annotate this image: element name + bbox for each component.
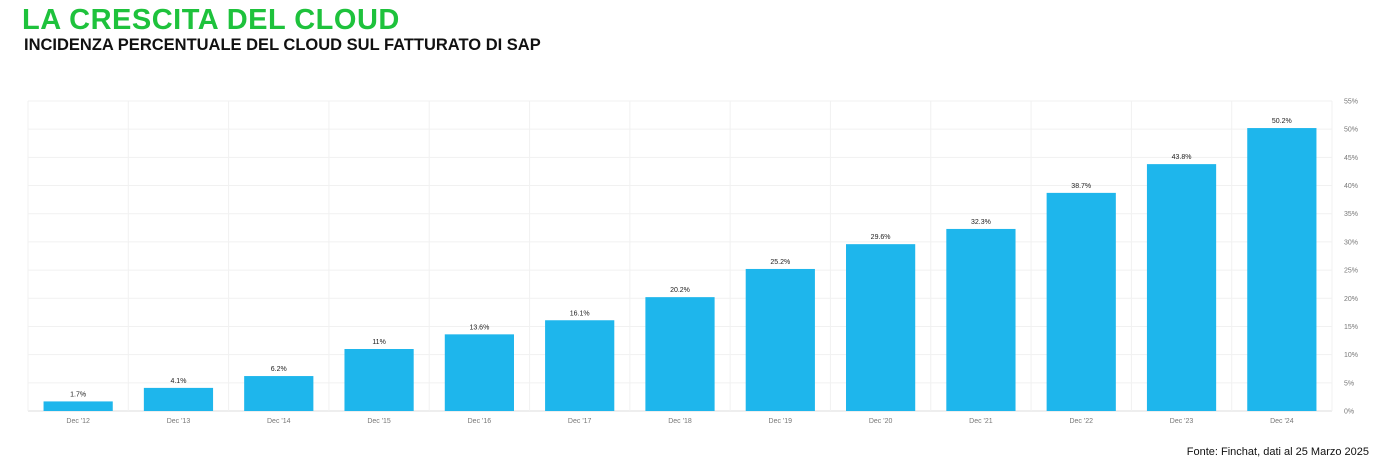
data-label: 20.2% [670,287,690,294]
x-tick-label: Dec '19 [769,418,793,425]
x-tick-label: Dec '16 [468,418,492,425]
bar [344,349,414,411]
data-label: 1.7% [70,391,86,398]
x-tick-label: Dec '17 [568,418,592,425]
data-label: 6.2% [271,366,287,373]
data-label: 25.2% [770,259,790,266]
bar [645,297,715,411]
bar [43,401,113,411]
data-label: 4.1% [170,378,186,385]
data-label: 38.7% [1071,183,1091,190]
bar [1046,192,1116,411]
x-tick-label: Dec '12 [66,418,90,425]
y-tick-label: 25% [1344,268,1358,275]
y-tick-label: 15% [1344,324,1358,331]
bar [745,268,815,411]
bar [143,387,214,411]
x-tick-label: Dec '21 [969,418,993,425]
source-note: Fonte: Finchat, dati al 25 Marzo 2025 [1186,446,1369,458]
y-tick-label: 55% [1344,99,1358,106]
y-tick-label: 40% [1344,183,1358,190]
y-tick-label: 45% [1344,155,1358,162]
y-tick-label: 0% [1344,409,1354,416]
bar [444,334,514,411]
chart-title: LA CRESCITA DEL CLOUD [22,4,400,36]
x-tick-label: Dec '23 [1170,418,1194,425]
y-tick-label: 50% [1344,127,1358,134]
x-tick-label: Dec '18 [668,418,692,425]
data-label: 50.2% [1272,118,1292,125]
y-tick-label: 30% [1344,239,1358,246]
x-axis: Dec '12 Dec '13 Dec '14 Dec '15 Dec '16 Dec '… [66,418,1293,425]
y-tick-label: 20% [1344,296,1358,303]
x-tick-label: Dec '24 [1270,418,1294,425]
data-label: 43.8% [1172,154,1192,161]
x-tick-label: Dec '13 [167,418,191,425]
bar [946,228,1016,411]
y-tick-label: 10% [1344,352,1358,359]
chart-subtitle: INCIDENZA PERCENTUALE DEL CLOUD SUL FATT… [24,36,541,54]
x-tick-label: Dec '14 [267,418,291,425]
x-tick-label: Dec '22 [1069,418,1093,425]
bars [43,128,1317,411]
data-label: 11% [372,339,386,346]
data-label: 13.6% [469,324,489,331]
x-tick-label: Dec '15 [367,418,391,425]
bar [244,376,314,411]
data-label: 29.6% [871,234,891,241]
y-tick-label: 5% [1344,380,1354,387]
y-tick-label: 35% [1344,211,1358,218]
data-label: 16.1% [570,310,590,317]
bar [846,244,916,411]
x-tick-label: Dec '20 [869,418,893,425]
bar [1247,128,1317,411]
bar [545,320,615,411]
data-label: 32.3% [971,219,991,226]
bar [1146,164,1217,411]
data-labels: 1.7% 4.1% 6.2% 11% 13.6% 16.1% 20.2% 25.2% 29.6%… [70,118,1292,398]
y-axis: 0% 5% 10% 15% 20% 25% 30% 35% 40% 45% 50% 55% [1344,99,1358,416]
